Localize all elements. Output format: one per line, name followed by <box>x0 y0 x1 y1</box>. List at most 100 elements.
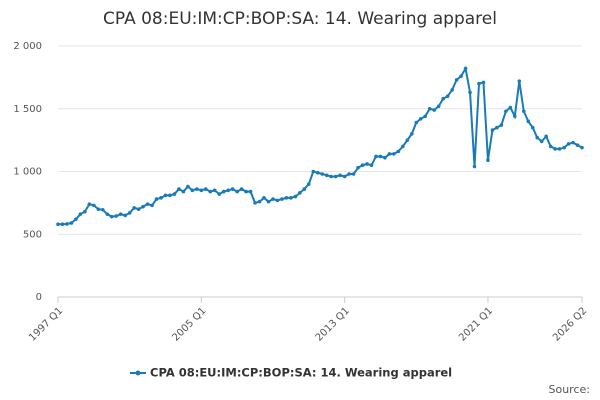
data-point <box>298 191 302 195</box>
data-point <box>463 66 468 71</box>
data-point <box>262 196 266 200</box>
data-point <box>136 207 141 211</box>
data-point <box>253 201 257 205</box>
data-point <box>553 147 557 151</box>
data-point <box>275 198 280 203</box>
data-point <box>521 109 526 114</box>
data-point <box>396 149 401 154</box>
data-point <box>100 207 105 212</box>
data-point <box>109 214 114 219</box>
data-point <box>410 132 414 136</box>
data-point <box>127 211 132 215</box>
data-point <box>186 184 190 189</box>
data-point <box>468 90 472 95</box>
data-point <box>459 74 463 78</box>
data-point <box>365 162 369 166</box>
data-point <box>539 139 544 144</box>
data-point <box>302 187 307 191</box>
data-point <box>481 80 486 85</box>
data-point <box>69 221 74 225</box>
data-point <box>351 172 356 176</box>
data-point <box>203 187 208 191</box>
data-point <box>177 187 181 191</box>
data-point <box>495 125 499 130</box>
x-tick-label: 1997 Q1 <box>27 305 65 343</box>
data-point <box>266 199 271 204</box>
data-point <box>392 152 396 156</box>
data-point <box>74 217 78 221</box>
data-point <box>311 169 316 174</box>
data-point <box>450 88 454 92</box>
data-point <box>347 172 351 176</box>
data-point <box>513 114 517 119</box>
data-point <box>96 207 101 211</box>
data-point <box>154 197 159 201</box>
data-point <box>530 125 535 130</box>
data-point <box>454 78 459 82</box>
data-point <box>571 140 575 145</box>
data-point <box>78 212 83 216</box>
data-point <box>118 212 123 216</box>
data-point <box>217 192 222 196</box>
data-point <box>526 119 531 124</box>
data-point <box>414 120 419 125</box>
data-point <box>56 222 60 227</box>
data-point <box>432 108 437 112</box>
data-point <box>566 142 571 146</box>
data-point <box>445 94 450 98</box>
data-point <box>405 138 410 142</box>
data-point <box>163 193 168 198</box>
data-point <box>517 79 522 83</box>
legend-item: CPA 08:EU:IM:CP:BOP:SA: 14. Wearing appa… <box>130 366 452 380</box>
data-point <box>221 189 226 194</box>
data-point <box>244 189 248 194</box>
data-point <box>441 96 445 101</box>
data-point <box>387 152 392 156</box>
data-point <box>105 212 110 216</box>
x-tick-label: 2021 Q1 <box>457 305 495 343</box>
data-point <box>65 222 69 226</box>
data-point <box>320 172 325 176</box>
data-point <box>230 187 235 191</box>
data-point <box>248 189 253 194</box>
data-point <box>159 196 163 200</box>
data-point <box>114 214 119 218</box>
data-point <box>190 188 195 193</box>
data-point <box>199 188 204 193</box>
data-point <box>307 182 311 186</box>
data-point <box>401 144 405 149</box>
data-point <box>504 109 508 114</box>
data-point <box>60 222 65 227</box>
y-tick-label: 0 <box>36 292 42 303</box>
data-point <box>472 164 477 169</box>
data-point <box>195 187 199 191</box>
legend-marker <box>135 370 141 376</box>
data-point <box>329 174 333 179</box>
data-point <box>181 189 186 194</box>
y-tick-label: 1 000 <box>13 167 42 178</box>
data-point <box>92 203 96 208</box>
data-point <box>141 204 145 209</box>
data-point <box>289 196 293 200</box>
data-point <box>145 202 150 206</box>
data-point <box>356 165 360 170</box>
data-point <box>123 213 127 218</box>
x-tick-label: 2013 Q1 <box>314 305 352 343</box>
data-point <box>477 81 481 86</box>
data-point <box>342 174 347 179</box>
data-point <box>315 170 320 175</box>
data-point <box>235 189 239 194</box>
data-point <box>427 106 432 111</box>
data-point <box>280 197 284 201</box>
data-point <box>150 203 154 208</box>
data-point <box>239 187 244 191</box>
data-point <box>172 192 177 196</box>
x-tick-label: 2005 Q1 <box>170 305 208 343</box>
series-line <box>58 65 583 226</box>
data-point <box>490 128 495 132</box>
data-point <box>562 145 566 150</box>
data-point <box>271 197 275 201</box>
x-tick-label: 2026 Q2 <box>551 305 589 343</box>
data-point <box>369 163 374 168</box>
